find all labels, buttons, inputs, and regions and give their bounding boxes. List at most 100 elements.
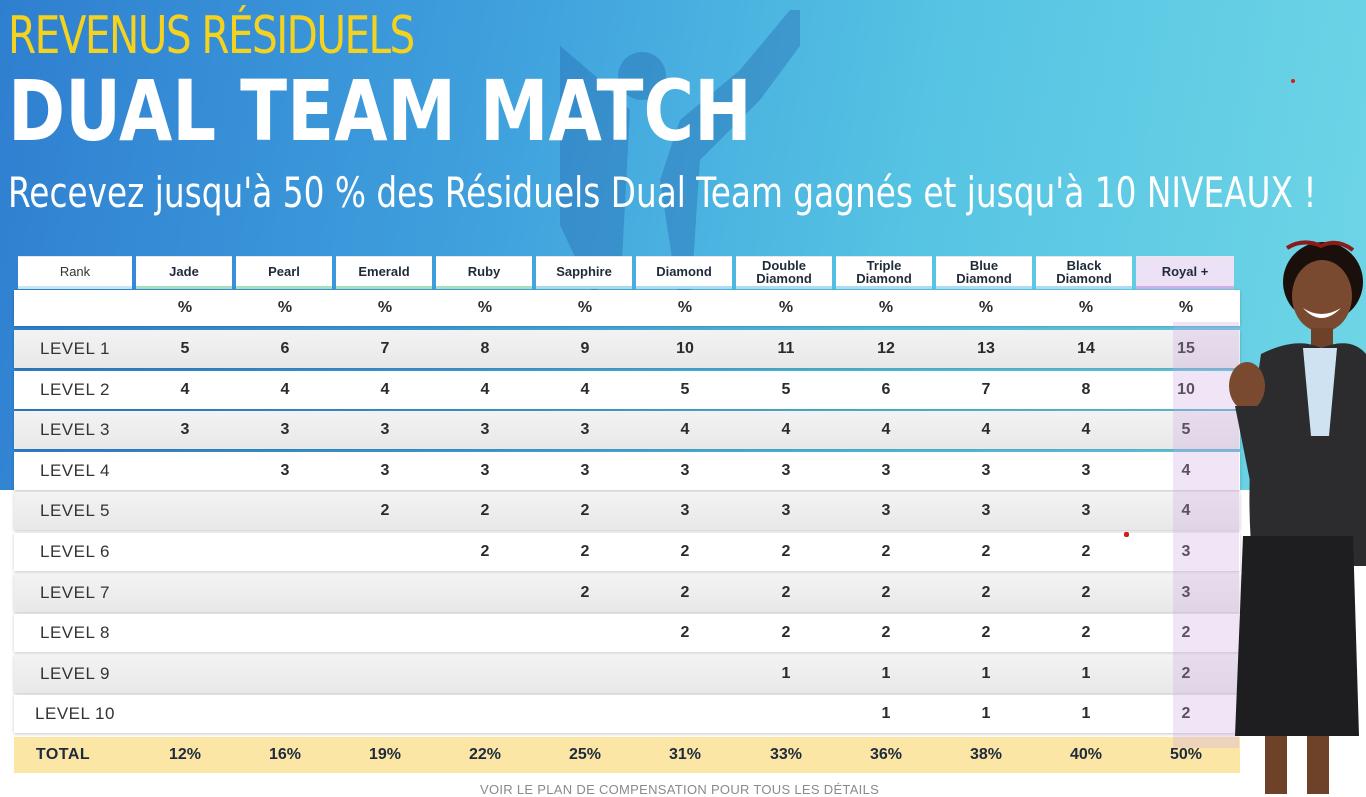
table-row: LEVEL 6 2 2 2 2 2 2 2 3 bbox=[14, 533, 1240, 571]
percent-value: 2 bbox=[881, 583, 891, 601]
rank-pearl: Pearl bbox=[236, 256, 332, 289]
percent-value: 6 bbox=[881, 380, 891, 398]
percent-value: 5 bbox=[180, 340, 190, 357]
rank-ruby: Ruby bbox=[436, 256, 532, 289]
rank-black-diamond: Black Diamond bbox=[1036, 256, 1132, 289]
percent-value: 2 bbox=[580, 543, 590, 560]
percent-value: 2 bbox=[881, 624, 891, 642]
percent-value: 2 bbox=[680, 624, 690, 642]
percent-value: 4 bbox=[480, 380, 490, 398]
percent-value bbox=[235, 492, 335, 530]
total-value: 19% bbox=[368, 746, 402, 763]
table-row: LEVEL 1 5 6 7 8 9 10 11 12 13 14 15 bbox=[14, 330, 1240, 368]
total-label: TOTAL bbox=[35, 746, 91, 763]
percent-value: 3 bbox=[580, 461, 590, 479]
percent-value: 14 bbox=[1077, 340, 1095, 357]
percent-value: 13 bbox=[977, 340, 995, 357]
total-value: 31% bbox=[668, 746, 702, 763]
celebrating-person-silhouette bbox=[560, 10, 800, 310]
percent-value: 2 bbox=[380, 502, 390, 520]
total-row: TOTAL 12% 16% 19% 22% 25% 31% 33% 36% 38% 40% 50% bbox=[14, 737, 1240, 773]
percent-value: 3 bbox=[981, 461, 991, 479]
table-row: LEVEL 3 3 3 3 3 3 4 4 4 4 4 5 bbox=[14, 411, 1240, 450]
percent-value: 3 bbox=[380, 461, 390, 479]
percent-cell: % bbox=[878, 299, 894, 316]
percent-value: 3 bbox=[881, 502, 891, 520]
percent-cell: % bbox=[778, 299, 794, 316]
percent-value: 3 bbox=[981, 502, 991, 520]
percent-value: 5 bbox=[1181, 421, 1191, 439]
table-row: LEVEL 7 2 2 2 2 2 2 3 bbox=[14, 573, 1240, 612]
percent-value: 1 bbox=[981, 705, 991, 723]
percent-value bbox=[535, 695, 635, 733]
percent-value bbox=[135, 574, 235, 612]
level-label: LEVEL 3 bbox=[40, 420, 110, 440]
rank-diamond: Diamond bbox=[636, 256, 732, 289]
total-value: 38% bbox=[969, 746, 1003, 763]
percent-value: 2 bbox=[1081, 543, 1091, 560]
total-value: 25% bbox=[568, 746, 602, 763]
level-label: LEVEL 9 bbox=[40, 663, 110, 683]
percent-cell: % bbox=[1178, 299, 1194, 316]
percent-value bbox=[135, 533, 235, 571]
rank-sapphire: Sapphire bbox=[536, 256, 632, 289]
percent-value: 2 bbox=[680, 583, 690, 601]
percent-value bbox=[235, 655, 335, 693]
percent-value: 2 bbox=[1081, 624, 1091, 642]
percent-value: 1 bbox=[781, 664, 791, 682]
percent-value: 1 bbox=[881, 664, 891, 682]
percent-value bbox=[435, 614, 535, 652]
percent-value bbox=[135, 452, 235, 490]
percent-value bbox=[335, 655, 435, 693]
percent-value bbox=[135, 492, 235, 530]
total-value: 36% bbox=[869, 746, 903, 763]
percent-value: 2 bbox=[1081, 583, 1091, 601]
percent-cell: % bbox=[177, 299, 193, 316]
percent-value: 2 bbox=[781, 624, 791, 642]
level-label: LEVEL 4 bbox=[40, 460, 110, 480]
table-row: LEVEL 8 2 2 2 2 2 2 bbox=[14, 614, 1240, 653]
percent-value: 11 bbox=[777, 340, 795, 357]
percent-value: 3 bbox=[881, 461, 891, 479]
percent-value: 3 bbox=[1081, 502, 1091, 520]
rank-emerald: Emerald bbox=[336, 256, 432, 289]
percent-value bbox=[635, 695, 735, 733]
percent-value: 3 bbox=[180, 421, 190, 439]
percent-value bbox=[335, 533, 435, 571]
percent-value: 12 bbox=[877, 340, 895, 357]
percent-value bbox=[435, 695, 535, 733]
rank-royal-plus: Royal + bbox=[1136, 256, 1234, 289]
percent-value bbox=[635, 655, 735, 693]
percent-value: 5 bbox=[781, 380, 791, 398]
percent-value: 6 bbox=[280, 340, 290, 357]
percent-value: 3 bbox=[580, 421, 590, 439]
percent-value: 3 bbox=[781, 502, 791, 520]
percent-value: 3 bbox=[680, 461, 690, 479]
percent-value bbox=[535, 614, 635, 652]
percent-value: 4 bbox=[180, 380, 190, 398]
percent-value: 3 bbox=[380, 421, 390, 439]
total-value: 16% bbox=[268, 746, 302, 763]
percent-value: 4 bbox=[680, 421, 690, 439]
percent-value: 4 bbox=[881, 421, 891, 439]
percent-value: 4 bbox=[781, 421, 791, 439]
rank-header-label: Rank bbox=[18, 256, 132, 289]
percent-value: 3 bbox=[480, 461, 490, 479]
percent-value: 1 bbox=[881, 705, 891, 723]
percent-value: 2 bbox=[480, 543, 490, 560]
percent-value bbox=[235, 695, 335, 733]
percent-value: 10 bbox=[676, 340, 694, 357]
percent-value: 2 bbox=[981, 583, 991, 601]
table-row: LEVEL 5 2 2 2 3 3 3 3 3 4 bbox=[14, 492, 1240, 531]
percent-value: 8 bbox=[480, 340, 490, 357]
red-dot-decoration bbox=[1291, 79, 1295, 83]
percent-value bbox=[235, 574, 335, 612]
percent-value: 4 bbox=[1181, 502, 1191, 520]
level-label: LEVEL 5 bbox=[40, 501, 110, 521]
percent-value: 2 bbox=[1181, 624, 1191, 642]
percent-value: 3 bbox=[781, 461, 791, 479]
percent-value: 3 bbox=[1181, 543, 1191, 560]
businesswoman-illustration bbox=[1229, 240, 1366, 794]
percent-value bbox=[435, 655, 535, 693]
percent-value: 7 bbox=[380, 340, 390, 357]
